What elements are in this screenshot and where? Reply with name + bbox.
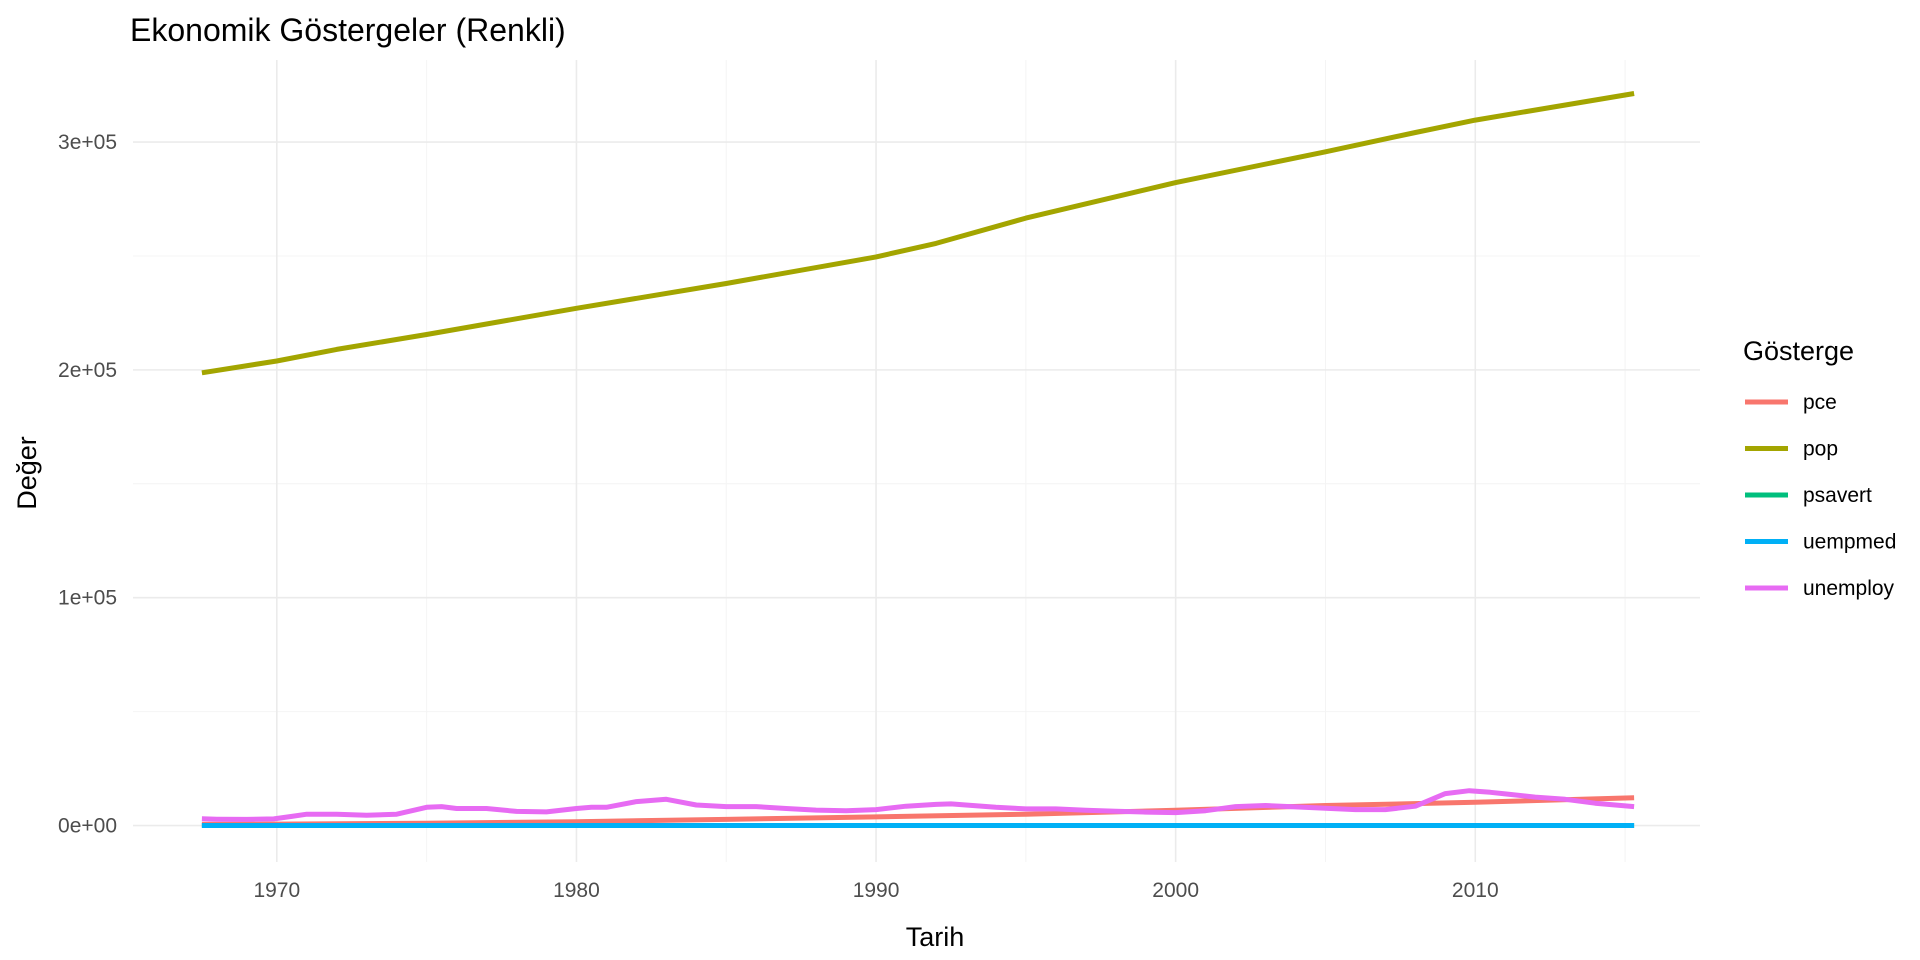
legend-items: pce pop psavert uempmed unemploy: [1745, 391, 1896, 600]
y-tick-label: 2e+05: [58, 359, 117, 382]
y-axis-tick-labels: 0e+00 1e+05 2e+05 3e+05: [58, 131, 117, 838]
legend: Gösterge pce pop psavert uempmed unemploy: [1743, 336, 1896, 600]
major-gridlines-x: [276, 60, 1477, 862]
x-tick-label: 1980: [553, 879, 600, 902]
legend-label-unemploy: unemploy: [1803, 577, 1895, 600]
minor-gridlines-x: [426, 60, 1626, 862]
series-line-pop: [201, 91, 1635, 376]
legend-title: Gösterge: [1743, 336, 1854, 366]
y-tick-label: 1e+05: [58, 587, 117, 610]
y-axis-title: Değer: [12, 436, 42, 510]
x-tick-label: 2010: [1452, 879, 1499, 902]
minor-gridlines-y: [133, 255, 1700, 713]
x-tick-label: 2000: [1152, 879, 1199, 902]
legend-label-psavert: psavert: [1803, 484, 1872, 507]
x-tick-label: 1970: [253, 879, 300, 902]
y-tick-label: 0e+00: [58, 815, 117, 838]
legend-label-uempmed: uempmed: [1803, 531, 1896, 554]
legend-label-pce: pce: [1803, 391, 1837, 414]
series-lines: [201, 91, 1635, 828]
x-axis-tick-labels: 1970 1980 1990 2000 2010: [253, 879, 1498, 902]
legend-label-pop: pop: [1803, 438, 1838, 461]
series-line-unemploy: [201, 788, 1635, 822]
y-tick-label: 3e+05: [58, 131, 117, 154]
x-axis-title: Tarih: [906, 922, 965, 952]
x-tick-label: 1990: [853, 879, 900, 902]
chart-title: Ekonomik Göstergeler (Renkli): [130, 12, 566, 48]
